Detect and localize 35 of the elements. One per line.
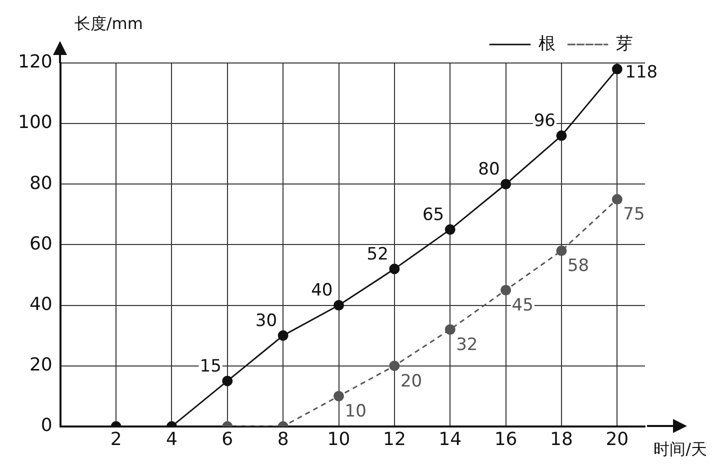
y-tick-label: 20 [29, 354, 52, 376]
y-tick-label: 120 [18, 52, 52, 73]
legend-label: 根 [538, 34, 556, 54]
data-label: 40 [311, 280, 333, 301]
y-tick-label: 60 [29, 233, 52, 254]
legend-label: 芽 [616, 34, 633, 54]
x-axis-title: 时间/天 [654, 440, 707, 459]
data-label: 30 [255, 310, 278, 331]
data-label: 80 [478, 160, 500, 180]
y-tick-label: 100 [18, 112, 52, 134]
y-axis-title: 长度/mm [74, 14, 143, 34]
data-label: 32 [456, 334, 478, 355]
data-label: 96 [534, 111, 556, 132]
data-label: 65 [422, 204, 444, 225]
y-tick-label: 0 [40, 415, 52, 436]
x-tick-label: 8 [277, 428, 289, 450]
x-tick-label: 16 [494, 428, 518, 450]
x-tick-label: 20 [606, 428, 629, 450]
x-tick-label: 2 [110, 428, 122, 450]
data-label: 118 [625, 62, 658, 82]
x-tick-label: 6 [222, 428, 234, 450]
y-tick-label: 80 [29, 172, 52, 194]
data-label: 15 [200, 356, 222, 376]
data-label: 10 [344, 402, 366, 422]
x-tick-label: 4 [166, 428, 178, 450]
data-label: 75 [623, 204, 645, 225]
data-label: 45 [512, 296, 534, 316]
y-tick-label: 40 [29, 294, 52, 315]
x-tick-label: 18 [550, 428, 573, 450]
x-tick-label: 12 [382, 428, 406, 450]
x-tick-label: 10 [327, 428, 350, 450]
x-tick-label: 14 [438, 428, 462, 450]
data-label: 58 [567, 256, 590, 276]
data-label: 20 [400, 371, 422, 392]
data-label: 52 [366, 244, 388, 264]
